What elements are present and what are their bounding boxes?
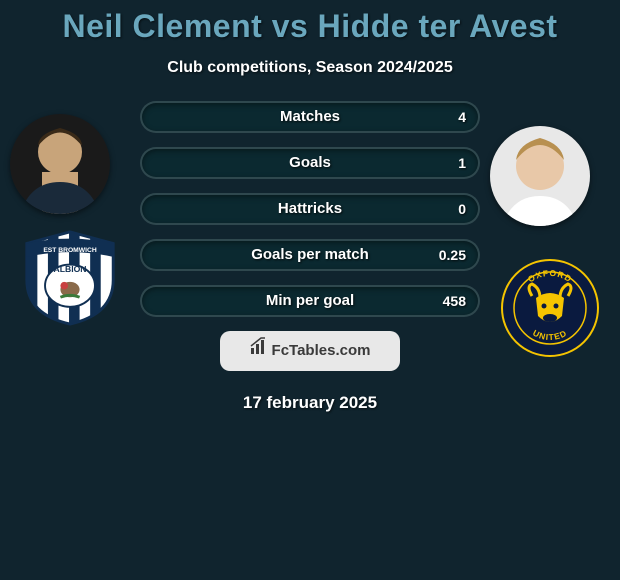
stat-left-value [142, 149, 166, 177]
stat-left-value [142, 195, 166, 223]
svg-text:EST BROMWICH: EST BROMWICH [43, 247, 97, 254]
page-title: Neil Clement vs Hidde ter Avest [0, 0, 620, 45]
date-text: 17 february 2025 [0, 393, 620, 413]
stats-list: Matches4 Goals1 Hattricks0 Goals per match0… [140, 101, 480, 317]
club2-badge: OXFORD UNITED [500, 258, 600, 358]
stat-label: Matches [142, 103, 478, 131]
stat-right-value: 0.25 [427, 241, 478, 269]
stat-right-value: 4 [446, 103, 478, 131]
stat-row: Hattricks0 [140, 193, 480, 225]
player2-name: Hidde ter Avest [318, 8, 558, 44]
brand-badge[interactable]: FcTables.com [220, 331, 400, 371]
chart-icon [250, 331, 268, 371]
stat-right-value: 458 [431, 287, 478, 315]
stat-label: Hattricks [142, 195, 478, 223]
stat-row: Matches4 [140, 101, 480, 133]
club1-badge: EST BROMWICH ALBION [22, 230, 118, 326]
player1-name: Neil Clement [62, 8, 262, 44]
player2-avatar [490, 126, 590, 226]
stat-row: Goals1 [140, 147, 480, 179]
stat-left-value [142, 287, 166, 315]
brand-text: FcTables.com [272, 342, 371, 359]
vs-text: vs [272, 8, 309, 44]
svg-text:ALBION: ALBION [53, 264, 86, 274]
subtitle: Club competitions, Season 2024/2025 [0, 59, 620, 77]
comparison-card: Neil Clement vs Hidde ter Avest Club com… [0, 0, 620, 580]
stat-left-value [142, 241, 166, 269]
stat-row: Min per goal458 [140, 285, 480, 317]
stat-label: Min per goal [142, 287, 478, 315]
stat-label: Goals [142, 149, 478, 177]
stat-right-value: 1 [446, 149, 478, 177]
player1-avatar [10, 114, 110, 214]
stat-row: Goals per match0.25 [140, 239, 480, 271]
stat-left-value [142, 103, 166, 131]
stat-right-value: 0 [446, 195, 478, 223]
